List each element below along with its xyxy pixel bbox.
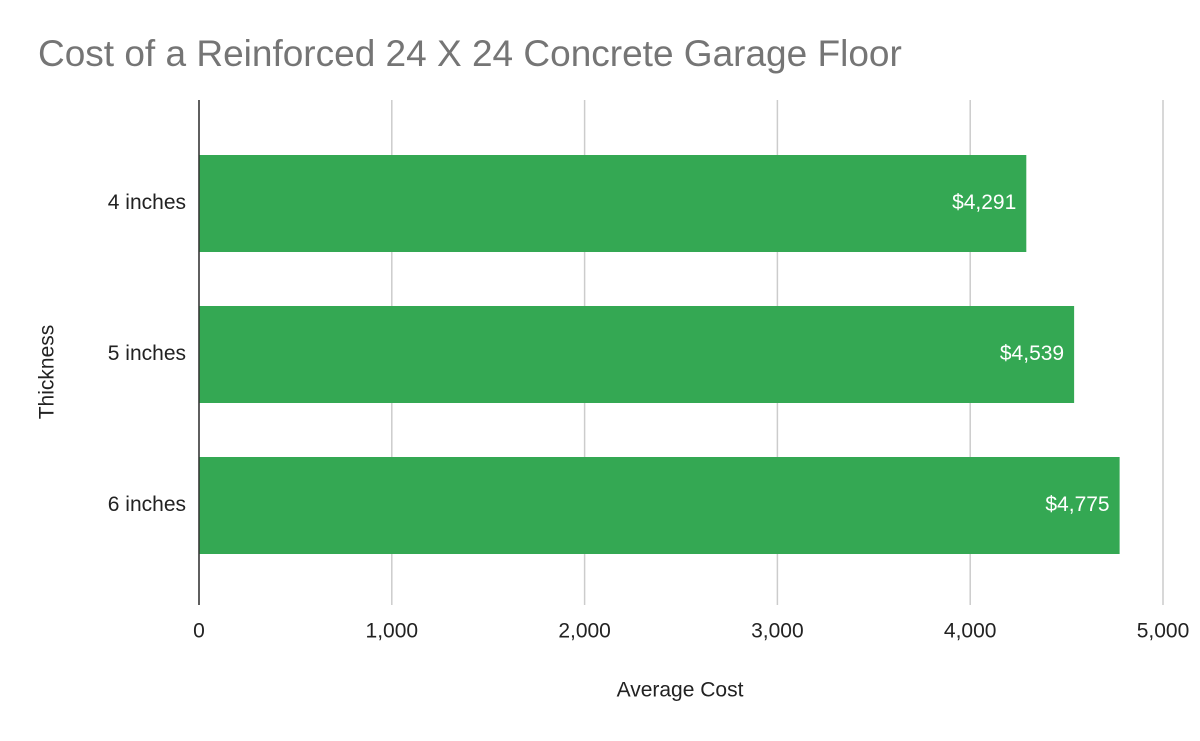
x-tick-label: 2,000 [558,620,611,643]
bar [199,457,1120,554]
bar [199,306,1075,403]
value-label: $4,291 [952,191,1016,214]
x-tick-label: 4,000 [944,620,997,643]
value-label: $4,775 [1045,493,1109,516]
x-tick-label: 1,000 [366,620,419,643]
y-axis-label: Thickness [36,325,59,420]
chart-title: Cost of a Reinforced 24 X 24 Concrete Ga… [38,33,902,74]
x-axis-label: Average Cost [617,679,744,702]
x-tick-label: 3,000 [751,620,804,643]
x-tick-label: 0 [193,620,205,643]
y-tick-label: 6 inches [108,493,186,516]
x-tick-label: 5,000 [1137,620,1190,643]
value-label: $4,539 [1000,342,1064,365]
bar [199,155,1027,252]
y-tick-label: 4 inches [108,191,186,214]
y-tick-label: 5 inches [108,342,186,365]
